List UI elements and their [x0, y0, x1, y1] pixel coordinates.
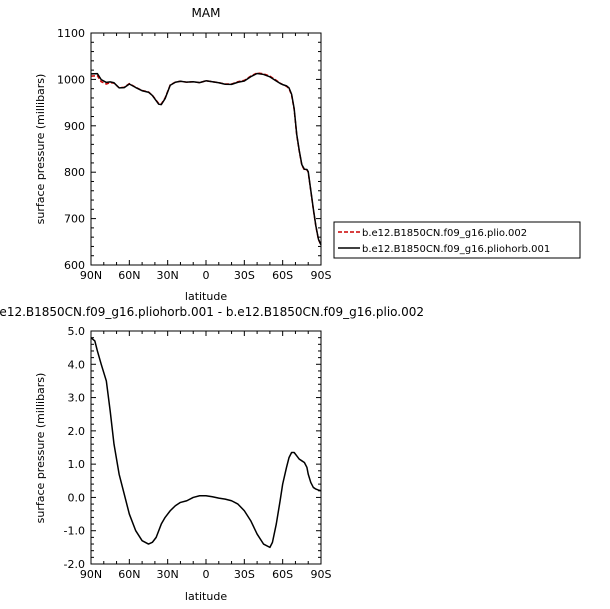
top-x-tick-label: 60S: [272, 269, 293, 282]
bottom-x-axis-label: latitude: [185, 590, 227, 603]
legend: b.e12.B1850CN.f09_g16.plio.002 b.e12.B18…: [333, 221, 581, 259]
bottom-plot-frame: [90, 330, 322, 565]
top-y-tick-label: 800: [64, 166, 85, 179]
bottom-x-tick-label: 0: [203, 568, 210, 581]
legend-box: [333, 221, 581, 259]
bottom-chart-title: b.e12.B1850CN.f09_g16.pliohorb.001 - b.e…: [0, 305, 424, 319]
bottom-x-tick-label: 30N: [157, 568, 179, 581]
top-y-tick-label: 1000: [57, 73, 85, 86]
bottom-x-tick-label: 60S: [272, 568, 293, 581]
bottom-panel: b.e12.B1850CN.f09_g16.pliohorb.001 - b.e…: [0, 305, 424, 603]
top-x-tick-label: 0: [203, 269, 210, 282]
top-x-tick-label: 30N: [157, 269, 179, 282]
top-y-tick-label: 600: [64, 259, 85, 272]
legend-entry-pliohorb: b.e12.B1850CN.f09_g16.pliohorb.001: [362, 244, 550, 255]
bottom-series-line-0: [90, 337, 322, 549]
bottom-axis-ticks: 90N 60N 30N 0 30S 60S 90S -2.0 -1.0 0.0 1.0 2.0 3.0 4…: [64, 325, 332, 581]
bottom-plot-area: [90, 337, 322, 549]
top-x-axis-label: latitude: [185, 290, 227, 303]
top-plot-area: [90, 72, 322, 246]
top-panel: MAM surface pressure (millibars) latitud…: [34, 6, 332, 303]
top-x-tick-label: 30S: [234, 269, 255, 282]
top-y-axis-label: surface pressure (millibars): [34, 74, 47, 225]
top-x-tick-label: 90N: [80, 269, 102, 282]
bottom-y-tick-label: 1.0: [68, 458, 86, 471]
top-x-tick-label: 60N: [118, 269, 140, 282]
bottom-x-tick-label: 60N: [118, 568, 140, 581]
bottom-y-axis-label: surface pressure (millibars): [34, 373, 47, 524]
bottom-x-tick-label: 90N: [80, 568, 102, 581]
top-plot-frame: [90, 32, 322, 266]
top-y-tick-label: 900: [64, 120, 85, 133]
top-axis-ticks: 90N 60N 30N 0 30S 60S 90S 600 700 800 900 1000 1100: [57, 27, 332, 282]
legend-entry-plio: b.e12.B1850CN.f09_g16.plio.002: [362, 228, 527, 239]
top-x-tick-label: 90S: [311, 269, 332, 282]
bottom-y-tick-label: 3.0: [68, 392, 86, 405]
bottom-x-tick-label: 90S: [311, 568, 332, 581]
bottom-y-tick-label: -1.0: [64, 525, 85, 538]
bottom-y-tick-label: -2.0: [64, 558, 85, 571]
top-series-line-0: [90, 72, 322, 246]
top-y-tick-label: 1100: [57, 27, 85, 40]
bottom-y-tick-label: 5.0: [68, 325, 86, 338]
bottom-y-tick-label: 4.0: [68, 358, 86, 371]
top-series-line-1: [90, 72, 322, 246]
top-y-tick-label: 700: [64, 213, 85, 226]
top-chart-title: MAM: [192, 6, 221, 20]
bottom-x-tick-label: 30S: [234, 568, 255, 581]
bottom-y-tick-label: 0.0: [68, 491, 86, 504]
bottom-y-tick-label: 2.0: [68, 425, 86, 438]
